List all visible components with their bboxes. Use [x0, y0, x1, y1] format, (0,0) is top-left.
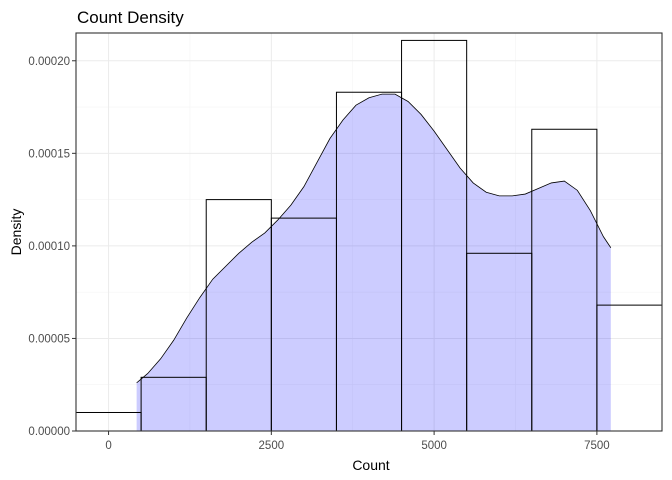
density-curve-group [136, 93, 612, 431]
x-tick-label: 7500 [584, 440, 610, 452]
y-tick-label: 0.00000 [28, 426, 70, 438]
y-tick-label: 0.00010 [28, 241, 70, 253]
x-tick-label: 0 [105, 440, 111, 452]
x-tick-label: 5000 [421, 440, 447, 452]
density-line [136, 93, 612, 384]
panel-border [75, 32, 663, 432]
chart-title: Count Density [77, 8, 184, 27]
x-axis: 0 2500 5000 7500 [105, 431, 610, 452]
y-tick-label: 0.00015 [28, 148, 70, 160]
y-tick-label: 0.00020 [28, 56, 70, 68]
x-axis-title: Count [352, 457, 389, 473]
y-axis: 0.00000 0.00005 0.00010 0.00015 0.00020 [28, 56, 76, 438]
density-area [136, 94, 611, 431]
y-axis-title: Density [8, 209, 24, 256]
x-tick-label: 2500 [259, 440, 285, 452]
y-tick-label: 0.00005 [28, 333, 70, 345]
